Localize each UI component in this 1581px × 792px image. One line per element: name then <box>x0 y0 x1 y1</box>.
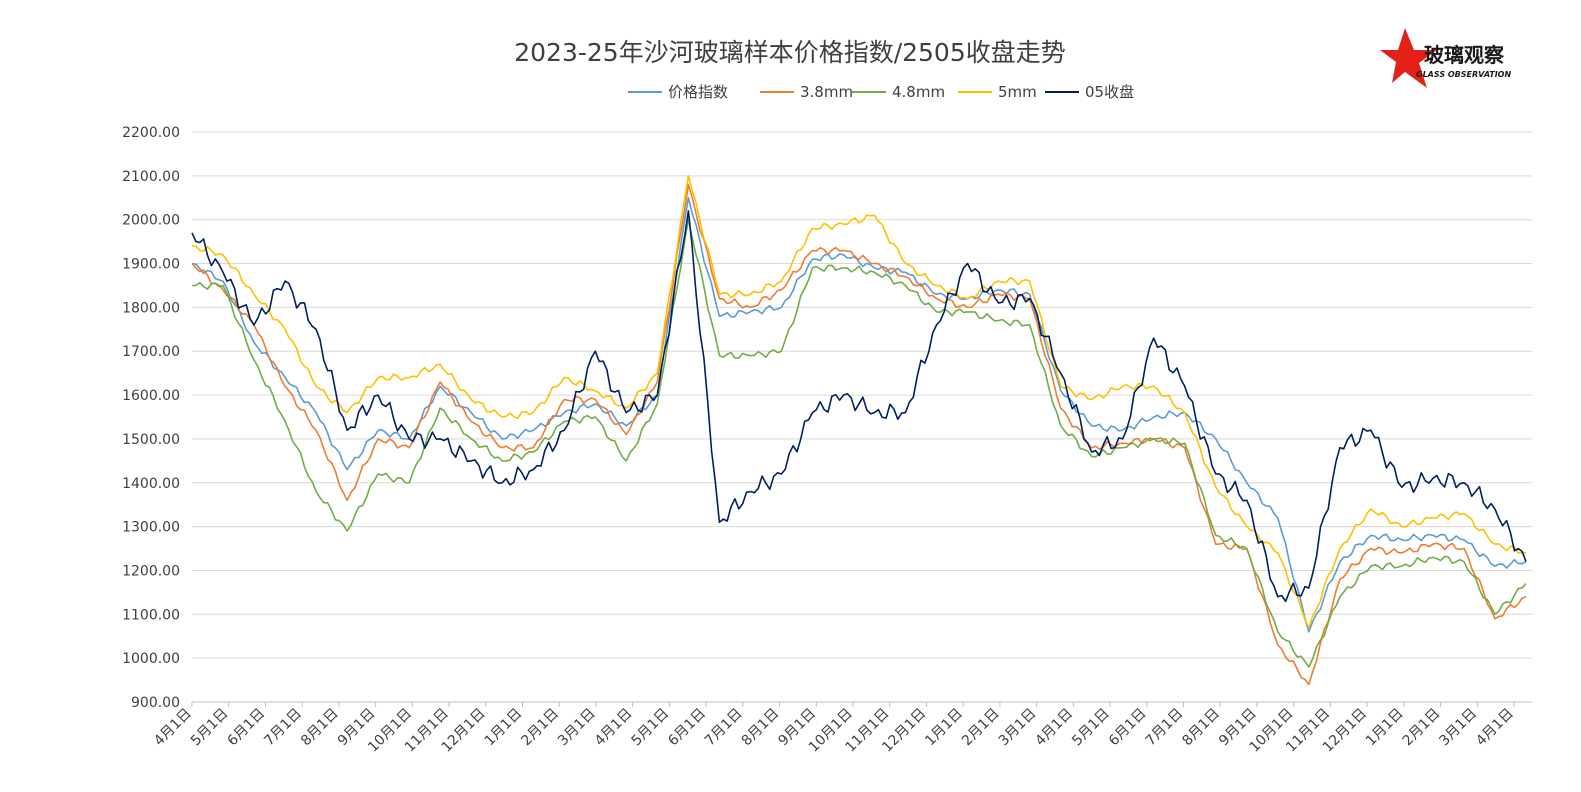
series-line-3 <box>192 175 1527 629</box>
x-tick-label: 2月1日 <box>518 706 562 750</box>
x-tick-label: 1月1日 <box>922 706 966 750</box>
grid-lines <box>192 131 1532 703</box>
y-tick-label: 1600.00 <box>122 388 180 404</box>
logo-star-icon <box>1380 28 1437 88</box>
x-tick-label: 7月1日 <box>1143 706 1187 750</box>
x-tick-label: 8月1日 <box>298 706 342 750</box>
x-tick-label: 1月1日 <box>482 706 526 750</box>
y-tick-label: 1700.00 <box>122 344 180 360</box>
legend-label: 5mm <box>998 83 1037 101</box>
x-tick-label: 7月1日 <box>702 706 746 750</box>
y-tick-label: 1100.00 <box>122 607 180 623</box>
x-tick-label: 2月1日 <box>959 706 1003 750</box>
y-tick-label: 1400.00 <box>122 476 180 492</box>
x-tick-label: 3月1日 <box>555 706 599 750</box>
series-line-0 <box>191 197 1527 633</box>
y-tick-label: 1300.00 <box>122 520 180 536</box>
y-axis-ticks: 2200.00 2100.00 2000.00 1900.00 1800.00 1700.… <box>122 125 180 711</box>
x-tick-label: 2月1日 <box>1400 706 1444 750</box>
legend-label: 05收盘 <box>1085 83 1134 101</box>
y-tick-label: 1200.00 <box>122 563 180 579</box>
x-tick-label: 8月1日 <box>1179 706 1223 750</box>
series-lines <box>191 175 1527 686</box>
chart-title: 2023-25年沙河玻璃样本价格指数/2505收盘走势 <box>514 38 1066 67</box>
x-tick-label: 5月1日 <box>1069 706 1113 750</box>
x-tick-label: 4月1日 <box>592 706 636 750</box>
y-tick-label: 1500.00 <box>122 432 180 448</box>
legend-label: 价格指数 <box>668 83 728 101</box>
legend-item: 3.8mm <box>760 83 853 101</box>
brand-logo: 玻璃观察 GLASS OBSERVATION <box>1380 28 1511 88</box>
x-tick-label: 3月1日 <box>996 706 1040 750</box>
logo-chinese-text: 玻璃观察 <box>1424 43 1505 67</box>
x-tick-label: 8月1日 <box>739 706 783 750</box>
chart-legend: 价格指数 3.8mm 4.8mm 5mm 05收盘 <box>628 83 1134 101</box>
legend-label: 3.8mm <box>800 83 853 101</box>
x-tick-label: 4月1日 <box>151 706 195 750</box>
series-line-4 <box>191 210 1527 603</box>
x-tick-label: 3月1日 <box>1436 706 1480 750</box>
x-tick-label: 6月1日 <box>225 706 269 750</box>
legend-item: 价格指数 <box>628 83 728 101</box>
y-tick-label: 1800.00 <box>122 300 180 316</box>
x-tick-label: 6月1日 <box>665 706 709 750</box>
y-tick-label: 900.00 <box>131 695 180 711</box>
y-tick-label: 2100.00 <box>122 169 180 185</box>
x-tick-label: 1月1日 <box>1363 706 1407 750</box>
x-tick-label: 5月1日 <box>188 706 232 750</box>
x-tick-label: 7月1日 <box>261 706 305 750</box>
x-tick-label: 5月1日 <box>628 706 672 750</box>
legend-label: 4.8mm <box>892 83 945 101</box>
x-axis-ticks: 4月1日5月1日6月1日7月1日8月1日9月1日10月1日11月1日12月1日1… <box>151 702 1517 756</box>
y-tick-label: 1900.00 <box>122 257 180 273</box>
x-tick-label: 4月1日 <box>1032 706 1076 750</box>
legend-item: 5mm <box>958 83 1037 101</box>
legend-item: 4.8mm <box>852 83 945 101</box>
y-tick-label: 2000.00 <box>122 213 180 229</box>
logo-english-text: GLASS OBSERVATION <box>1416 70 1511 79</box>
legend-item: 05收盘 <box>1045 83 1134 101</box>
x-tick-label: 4月1日 <box>1473 706 1517 750</box>
y-tick-label: 1000.00 <box>122 651 180 667</box>
series-line-2 <box>191 218 1527 668</box>
y-tick-label: 2200.00 <box>122 125 180 141</box>
x-tick-label: 6月1日 <box>1106 706 1150 750</box>
